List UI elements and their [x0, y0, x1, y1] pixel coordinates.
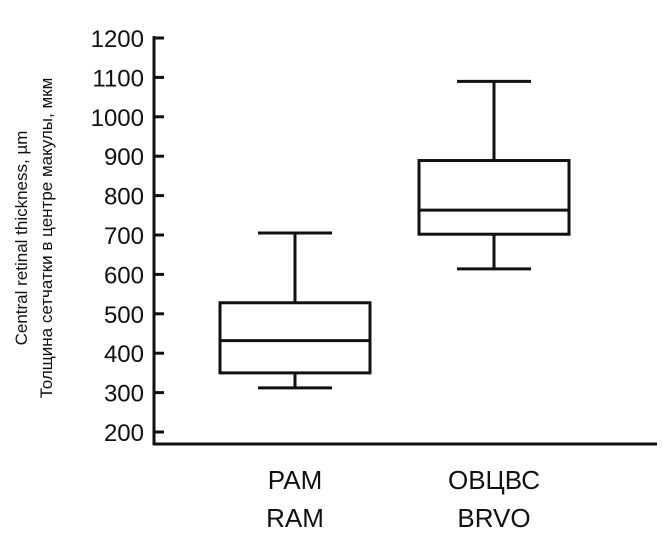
iqr-box: [417, 159, 571, 236]
y-tick-label-1000: 1000: [91, 105, 144, 132]
y-tick-label-500: 500: [104, 302, 144, 329]
y-tick-label-400: 400: [104, 341, 144, 368]
y-tick-label-900: 900: [104, 144, 144, 171]
y-axis: 200 300 400 500 600 700 800 900 1000 1100 1200: [91, 26, 164, 447]
category-label-en: RAM: [266, 503, 324, 533]
y-tick-label-1200: 1200: [91, 26, 144, 53]
y-tick-label-1100: 1100: [92, 65, 144, 92]
y-tick-label-700: 700: [104, 223, 144, 250]
box-series: [218, 79, 571, 390]
category-label-en: BRVO: [457, 503, 530, 533]
y-tick-label-800: 800: [104, 184, 144, 211]
category-labels: РАМ RAM ОВЦВС BRVO: [266, 465, 540, 533]
y-tick-label-200: 200: [104, 420, 144, 447]
box-ram: [218, 231, 372, 390]
y-tick-label-300: 300: [104, 381, 144, 408]
iqr-box: [218, 301, 372, 375]
y-tick-label-600: 600: [104, 262, 144, 289]
category-label-ru: ОВЦВС: [448, 465, 540, 495]
y-axis-title: Central retinal thickness, µm Толщина сет…: [12, 78, 56, 399]
y-axis-title-line-1: Central retinal thickness, µm: [12, 131, 31, 346]
category-label-ru: РАМ: [268, 465, 323, 495]
box-brvo: [417, 79, 571, 271]
y-axis-title-line-2: Толщина сетчатки в центре макулы, мкм: [37, 78, 56, 399]
